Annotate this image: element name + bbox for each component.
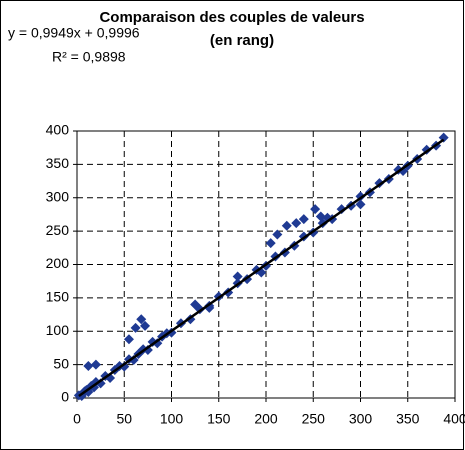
x-tick-label: 350 — [396, 411, 420, 427]
equation: y = 0,9949x + 0,9996 — [8, 25, 140, 41]
x-tick-label: 250 — [302, 411, 326, 427]
point — [355, 199, 366, 210]
x-tick-label: 0 — [73, 411, 81, 427]
point — [281, 220, 292, 231]
point — [83, 360, 94, 371]
x-tick-label: 50 — [116, 411, 132, 427]
point — [136, 314, 147, 325]
chart-subtitle: (en rang) — [210, 32, 274, 49]
point — [315, 211, 326, 222]
point — [190, 299, 201, 310]
point — [265, 238, 276, 249]
x-tick-label: 200 — [254, 411, 278, 427]
point — [272, 229, 283, 240]
point — [123, 334, 134, 345]
trendline — [78, 138, 445, 398]
point — [130, 322, 141, 333]
point — [95, 378, 106, 389]
point — [119, 361, 130, 372]
r-squared: R² = 0,9898 — [52, 49, 126, 65]
point — [310, 204, 321, 215]
y-tick-label: 100 — [46, 322, 70, 338]
y-tick-label: 50 — [53, 355, 69, 371]
x-tick-label: 400 — [443, 411, 465, 427]
y-tick-label: 0 — [61, 389, 69, 405]
y-tick-label: 400 — [46, 122, 70, 138]
x-tick-label: 100 — [160, 411, 184, 427]
y-tick-label: 150 — [46, 289, 70, 305]
x-tick-label: 150 — [207, 411, 231, 427]
y-tick-label: 200 — [46, 255, 70, 271]
point — [232, 271, 243, 282]
point — [128, 354, 139, 365]
point — [152, 338, 163, 349]
chart-title: Comparaison des couples de valeurs — [99, 9, 364, 26]
point — [336, 204, 347, 215]
point — [142, 344, 153, 355]
point — [90, 359, 101, 370]
y-tick-label: 350 — [46, 155, 70, 171]
plot-frame — [76, 130, 456, 399]
x-tick-label: 300 — [349, 411, 373, 427]
point — [140, 320, 151, 331]
point — [298, 214, 309, 225]
point — [291, 218, 302, 229]
y-tick-label: 300 — [46, 188, 70, 204]
y-tick-label: 250 — [46, 222, 70, 238]
